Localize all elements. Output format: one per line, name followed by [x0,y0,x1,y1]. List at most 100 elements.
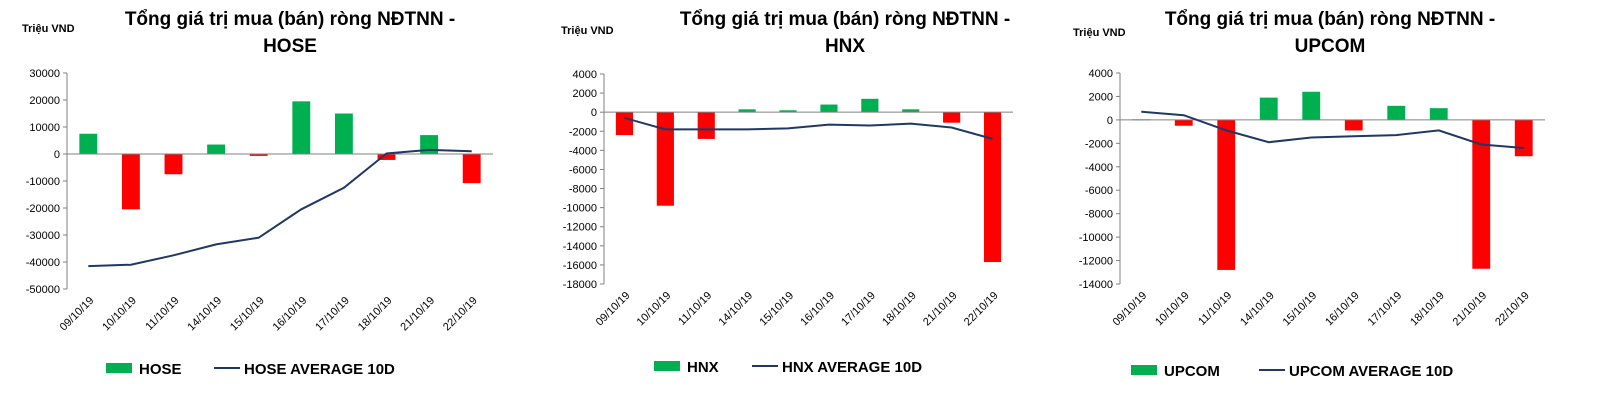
x-tick-label: 21/10/19 [921,290,960,329]
y-tick-label: -20000 [26,203,60,215]
x-tick-label: 11/10/19 [143,295,181,333]
x-tick-label: 14/10/19 [1238,290,1277,329]
y-tick-label: -4000 [1085,162,1113,174]
x-tick-label: 22/10/19 [1493,290,1532,329]
y-tick-label: -30000 [26,230,60,242]
y-tick-label: -6000 [1085,185,1113,197]
legend-label-line: HOSE AVERAGE 10D [244,361,395,378]
legend-label-line: UPCOM AVERAGE 10D [1289,363,1453,380]
y-tick-label: 10000 [29,122,60,134]
y-tick-label: 2000 [1089,91,1113,103]
bar [377,154,396,160]
y-tick-label: -6000 [569,164,597,176]
y-tick-label: -2000 [569,126,597,138]
y-tick-label: 0 [591,107,597,119]
y-tick-label: 30000 [29,68,60,80]
y-tick-label: 4000 [1089,68,1113,80]
bar [861,98,879,113]
bar [1217,119,1236,270]
x-tick-label: 17/10/19 [1366,290,1405,329]
y-tick-label: -14000 [563,241,597,253]
series-line-average [88,148,472,268]
bar [334,113,353,154]
legend-label-line: HNX AVERAGE 10D [782,359,922,376]
bar [1429,108,1448,120]
legend: UPCOM UPCOM AVERAGE 10D [1131,363,1453,380]
bar [1174,119,1193,126]
x-tick-label: 17/10/19 [839,290,878,329]
y-tick-label: -10000 [563,203,597,215]
x-tick-label: 16/10/19 [1323,290,1362,329]
bar [1344,119,1363,131]
x-tick-label: 16/10/19 [798,290,837,329]
bar [943,112,961,123]
y-tick-label: 0 [1107,115,1113,127]
x-tick-label: 15/10/19 [757,290,796,329]
y-tick-label: 2000 [573,88,597,100]
x-tick-label: 16/10/19 [271,295,310,334]
chart-title-line1: Tổng giá trị mua (bán) ròng NĐTNN - [1165,9,1495,30]
bar [1259,97,1278,120]
y-tick-label: -10000 [26,176,60,188]
x-tick-label: 14/10/19 [185,295,224,334]
bar [820,104,838,113]
y-tick-label: -18000 [563,279,597,291]
x-tick-label: 18/10/19 [1408,290,1447,329]
y-tick-label: -10000 [1079,232,1113,244]
x-tick-label: 10/10/19 [635,290,674,329]
chart-upcom: Triệu VND Tổng giá trị mua (bán) ròng NĐT… [1073,9,1545,380]
bar [121,154,140,210]
chart-title-line1: Tổng giá trị mua (bán) ròng NĐTNN - [125,9,455,30]
x-tick-label: 18/10/19 [880,290,919,329]
y-tick-label: -4000 [569,145,597,157]
bar [164,154,183,175]
x-tick-label: 21/10/19 [1451,290,1490,329]
x-tick-label: 17/10/19 [313,295,352,334]
y-tick-label: 4000 [573,69,597,81]
bar [249,154,268,156]
legend: HOSE HOSE AVERAGE 10D [106,361,395,378]
x-tick-label: 22/10/19 [441,295,480,334]
y-tick-label: -2000 [1085,138,1113,150]
x-tick-label: 18/10/19 [356,295,395,334]
y-tick-label: -8000 [569,184,597,196]
legend-label-bar: HOSE [139,361,182,378]
bar [1514,119,1533,157]
bar [902,109,920,113]
y-tick-label: -14000 [1079,279,1113,291]
x-tick-label: 09/10/19 [1111,290,1150,329]
x-tick-label: 09/10/19 [58,295,97,334]
legend-swatch-bar [106,363,132,373]
chart-title-line2: UPCOM [1295,36,1366,57]
x-tick-label: 10/10/19 [100,295,139,334]
legend-swatch-bar [1131,365,1157,375]
x-tick-label: 15/10/19 [228,295,267,334]
bar [738,109,756,113]
chart-title-line2: HNX [825,36,865,57]
x-tick-label: 09/10/19 [594,290,633,329]
bar [207,144,226,154]
y-tick-label: -40000 [26,257,60,269]
y-tick-label: 20000 [29,95,60,107]
bar [292,101,311,154]
x-tick-label: 15/10/19 [1281,290,1320,329]
y-tick-label: -50000 [26,284,60,296]
bar [697,112,715,139]
x-tick-label: 22/10/19 [962,290,1001,329]
x-tick-label: 11/10/19 [1196,290,1234,328]
legend: HNX HNX AVERAGE 10D [654,359,922,376]
bar [79,133,98,154]
bar [779,110,797,113]
y-tick-label: -8000 [1085,209,1113,221]
x-tick-label: 10/10/19 [1153,290,1192,329]
chart-title-line2: HOSE [263,36,317,57]
x-tick-label: 11/10/19 [676,290,714,328]
bar [1387,105,1406,120]
bar [615,112,634,136]
y-tick-label: -16000 [563,260,597,272]
y-tick-label: -12000 [1079,256,1113,268]
series-line-average [1141,110,1524,149]
unit-label: Triệu VND [1073,27,1126,39]
bar [983,112,1002,263]
